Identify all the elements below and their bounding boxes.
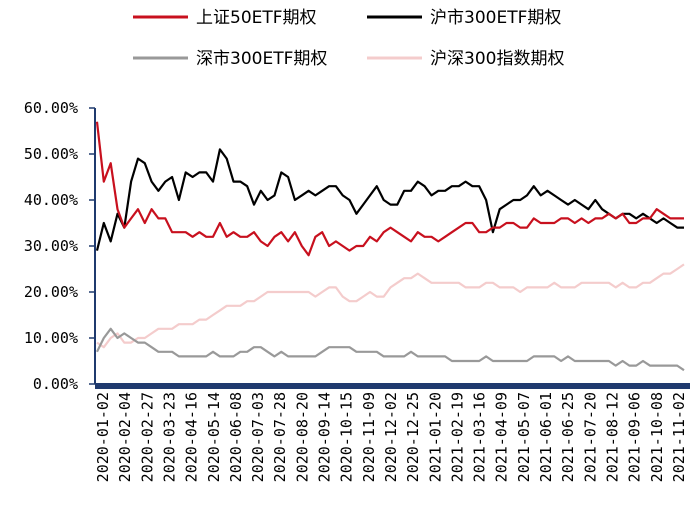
y-tick-label: 40.00% <box>24 191 78 209</box>
x-tick-label: 2021-01-20 <box>426 392 444 482</box>
legend-label-sse50: 上证50ETF期权 <box>196 8 317 28</box>
plot-area <box>97 122 684 370</box>
x-tick-label: 2020-07-03 <box>249 392 267 482</box>
y-tick-label: 30.00% <box>24 237 78 255</box>
x-tick-label: 2020-06-08 <box>227 392 245 482</box>
series-line-0 <box>97 122 684 255</box>
x-tick-label: 2020-01-02 <box>94 392 112 482</box>
x-tick-label: 2020-12-02 <box>382 392 400 482</box>
legend-label-sz300: 深市300ETF期权 <box>196 49 327 69</box>
x-tick-label: 2020-08-20 <box>293 392 311 482</box>
y-axis: 0.00% 10.00% 20.00% 30.00% 40.00% 50.00% 60.00… <box>24 99 95 393</box>
y-tick-label: 20.00% <box>24 283 78 301</box>
x-tick-label: 2021-07-20 <box>581 392 599 482</box>
y-tick-label: 60.00% <box>24 99 78 117</box>
x-tick-label: 2021-11-02 <box>670 392 688 482</box>
x-tick-label: 2021-05-07 <box>515 392 533 482</box>
x-tick-label: 2021-03-16 <box>471 392 489 482</box>
y-tick-label: 0.00% <box>33 375 78 393</box>
x-tick-label: 2020-09-14 <box>316 392 334 482</box>
x-tick-label: 2021-09-06 <box>626 392 644 482</box>
series-line-1 <box>97 149 684 250</box>
x-tick-label: 2020-03-23 <box>160 392 178 482</box>
series-line-3 <box>97 264 684 347</box>
x-tick-label: 2020-12-25 <box>404 392 422 482</box>
x-tick-label: 2020-11-09 <box>360 392 378 482</box>
legend-label-csi300: 沪深300指数期权 <box>430 49 564 69</box>
x-axis: 2020-01-02 2020-02-04 2020-02-27 2020-03-23… <box>94 383 690 482</box>
x-axis-line <box>95 383 690 389</box>
y-tick-label: 10.00% <box>24 329 78 347</box>
x-tick-label: 2021-06-01 <box>537 392 555 482</box>
x-tick-label: 2020-10-15 <box>338 392 356 482</box>
x-tick-label: 2020-02-27 <box>138 392 156 482</box>
series-line-2 <box>97 329 684 370</box>
x-tick-label: 2021-02-19 <box>448 392 466 482</box>
x-tick-label: 2021-04-09 <box>493 392 511 482</box>
x-tick-label: 2021-08-12 <box>603 392 621 482</box>
legend-label-sh300: 沪市300ETF期权 <box>430 8 561 28</box>
x-tick-label: 2020-04-16 <box>183 392 201 482</box>
y-tick-label: 50.00% <box>24 145 78 163</box>
legend: 上证50ETF期权 沪市300ETF期权 深市300ETF期权 沪深300指数期… <box>133 8 564 69</box>
x-tick-label: 2021-10-08 <box>648 392 666 482</box>
x-tick-label: 2021-06-25 <box>559 392 577 482</box>
x-tick-label: 2020-02-04 <box>116 392 134 482</box>
x-tick-label: 2020-07-28 <box>271 392 289 482</box>
x-tick-label: 2020-05-14 <box>205 392 223 482</box>
